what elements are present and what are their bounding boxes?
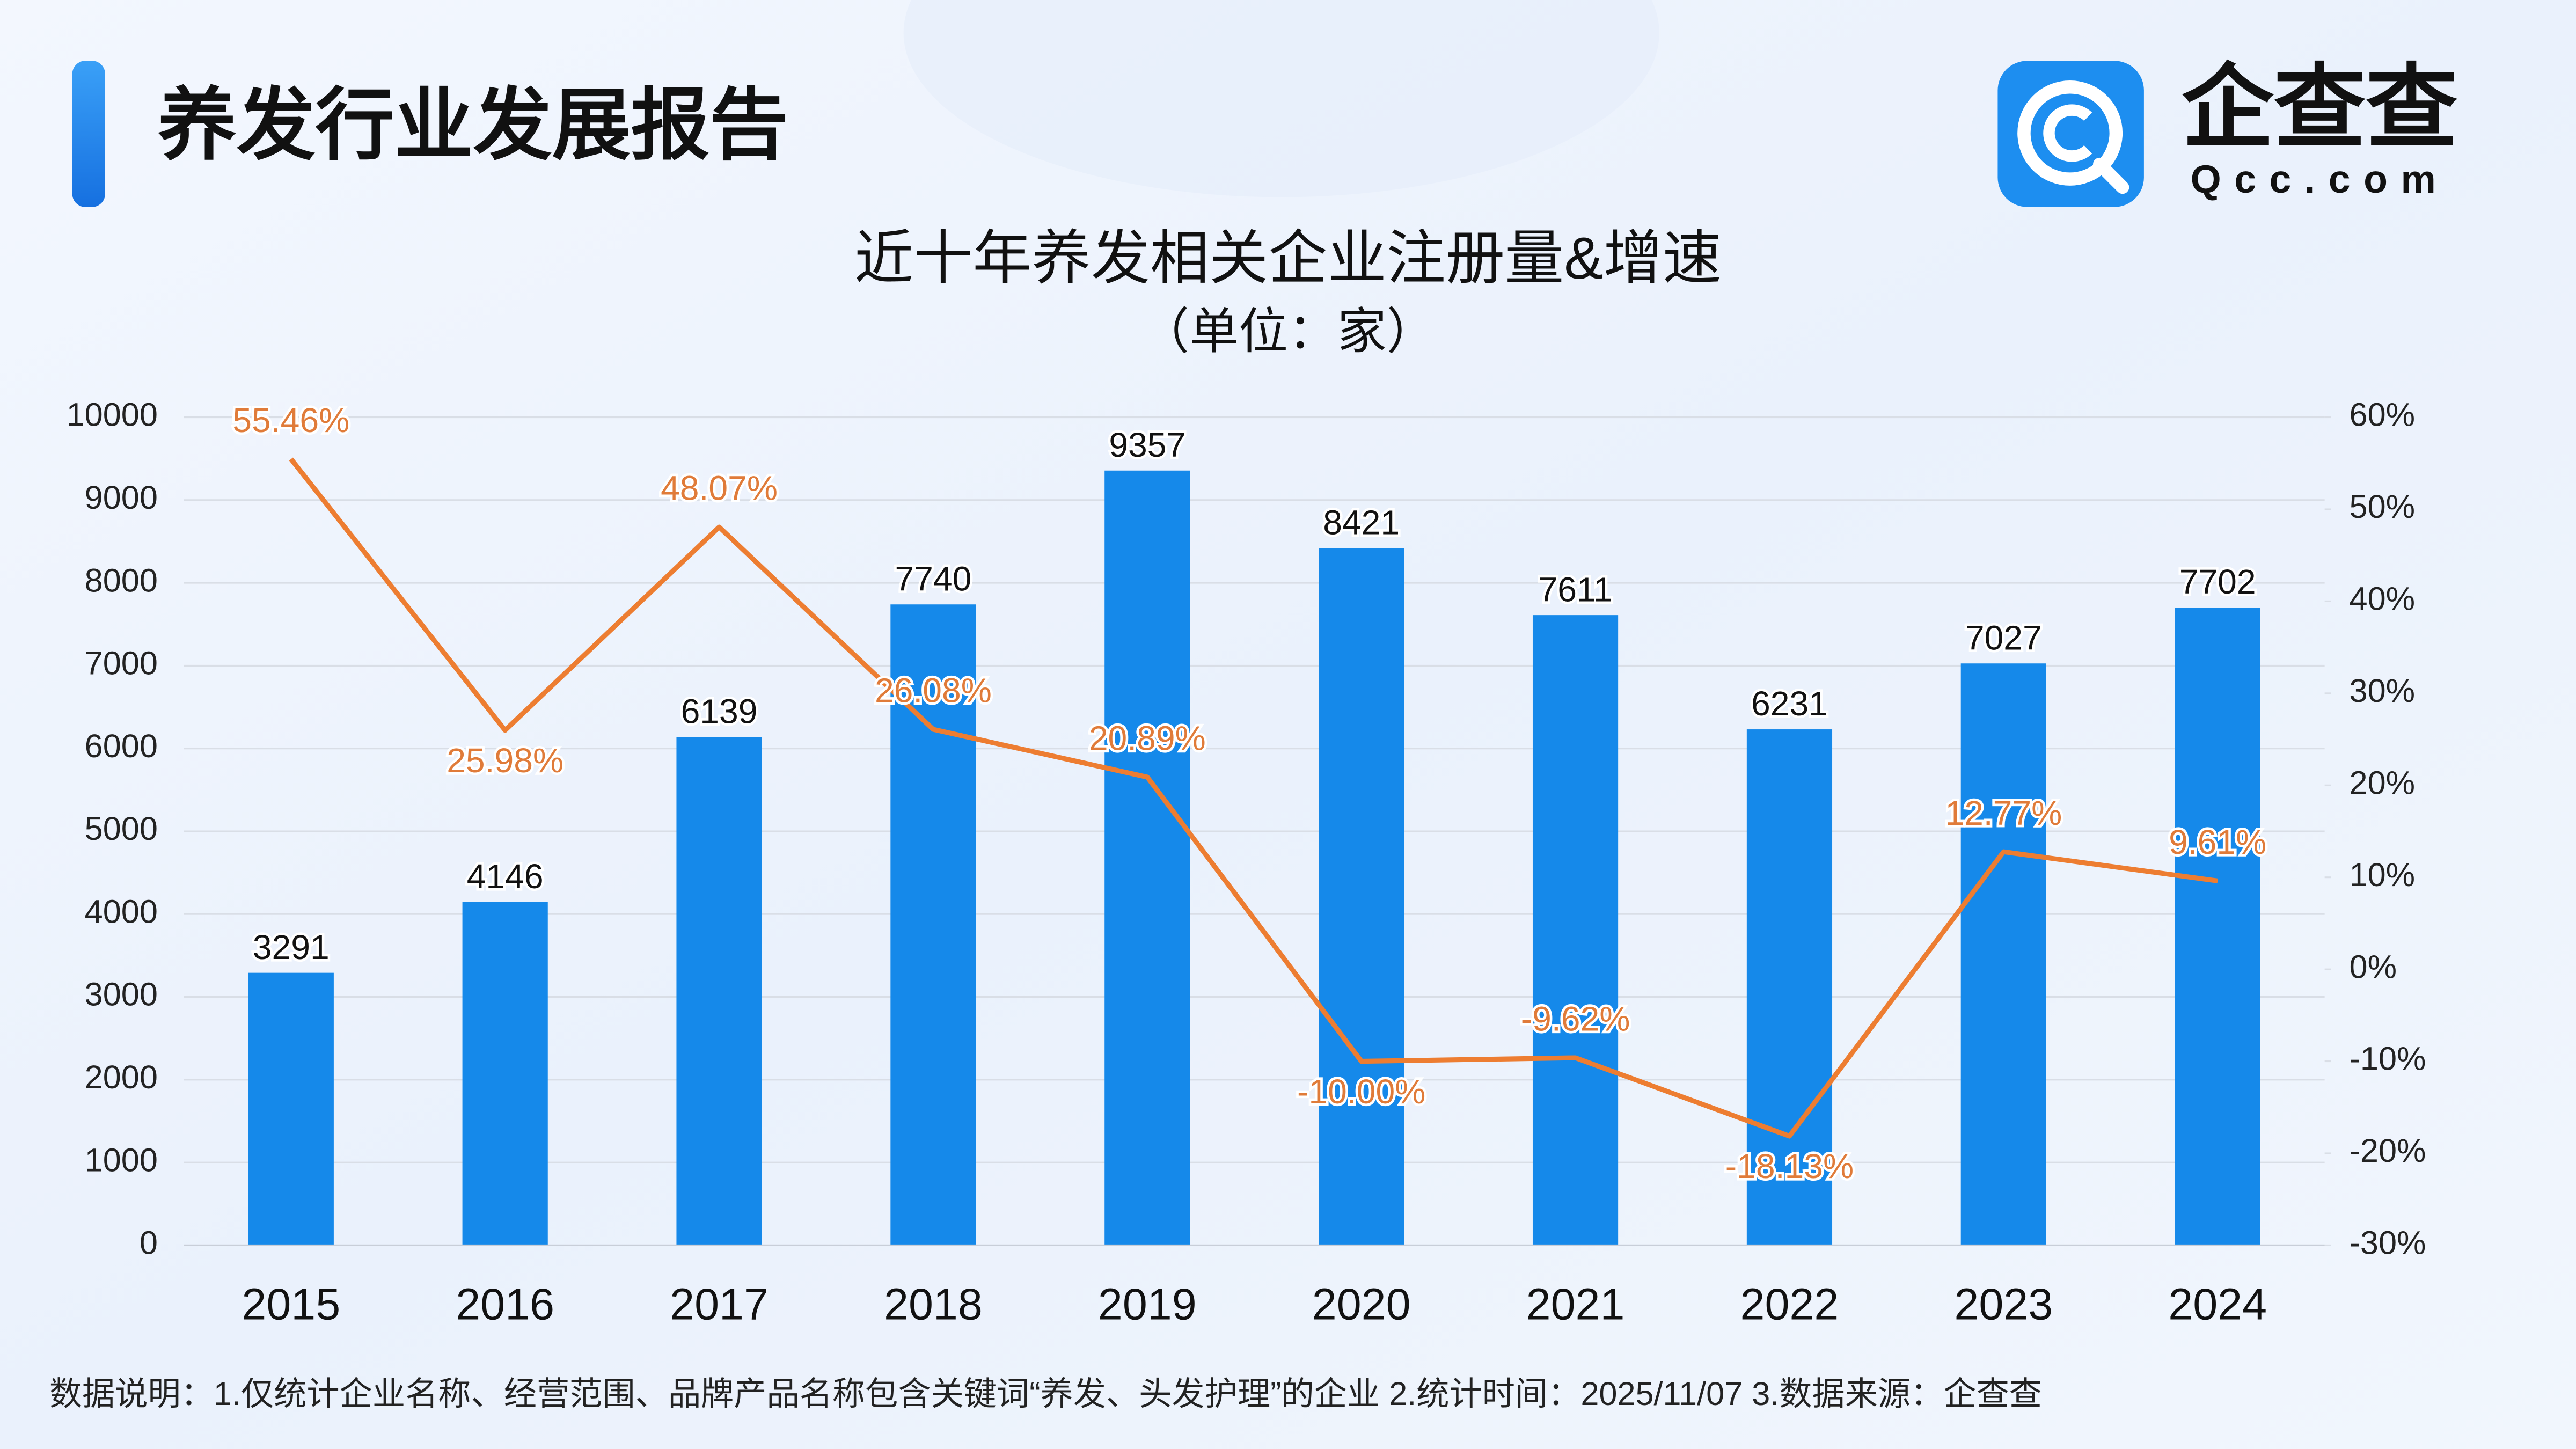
x-tick-label: 2015	[241, 1279, 340, 1329]
background-glow	[903, 0, 1659, 197]
logo-ring	[2017, 80, 2123, 186]
x-tick-label: 2024	[2168, 1279, 2267, 1329]
y2-tick-label: 20%	[2350, 764, 2416, 801]
logo-handle	[2093, 157, 2129, 194]
y2-tick-label: 60%	[2350, 397, 2416, 433]
y-tick-label: 10000	[67, 397, 158, 433]
line-value-label: 55.46%	[232, 401, 349, 440]
bar	[462, 902, 548, 1246]
line-value-label: 20.89%	[1089, 719, 1206, 758]
y-tick-label: 3000	[85, 976, 158, 1013]
x-tick-label: 2019	[1098, 1279, 1197, 1329]
y-tick-label: 9000	[85, 479, 158, 516]
x-tick-label: 2021	[1526, 1279, 1625, 1329]
line-value-label: 12.77%	[1945, 794, 2062, 832]
bar-value-label: 4146	[467, 857, 544, 896]
bar	[890, 604, 976, 1246]
line	[289, 457, 2218, 1139]
page-title: 养发行业发展报告	[158, 82, 788, 170]
y2-tick-label: 30%	[2350, 672, 2416, 709]
y2-tick-label: 0%	[2350, 948, 2397, 985]
footnote: 数据说明：1.仅统计企业名称、经营范围、品牌产品名称包含关键词“养发、头发护理”…	[49, 1375, 2042, 1412]
logo-c	[2043, 104, 2092, 162]
x-tick-label: 2022	[1740, 1279, 1839, 1329]
logo-url: Qcc.com	[2191, 157, 2449, 201]
y-tick-label: 6000	[85, 728, 158, 764]
x-tick-label: 2018	[884, 1279, 983, 1329]
bar	[676, 737, 762, 1246]
bar-value-label: 8421	[1323, 503, 1400, 541]
y2-tick-label: 10%	[2350, 857, 2416, 893]
bar-value-label: 6231	[1751, 684, 1828, 723]
line-value-label: -10.00%	[1297, 1072, 1425, 1111]
line-value-label: 26.08%	[875, 671, 992, 710]
line-value-label: 25.98%	[447, 741, 564, 780]
y-tick-label: 5000	[85, 810, 158, 847]
y2-tick-label: -30%	[2350, 1225, 2426, 1261]
y-tick-label: 7000	[85, 645, 158, 682]
y-tick-label: 0	[140, 1225, 158, 1261]
x-tick-label: 2017	[670, 1279, 769, 1329]
x-tick-label: 2016	[456, 1279, 554, 1329]
bar-value-label: 7611	[1538, 570, 1612, 609]
y-tick-label: 4000	[85, 893, 158, 930]
bar	[1746, 729, 1833, 1246]
bar-value-label: 9357	[1109, 426, 1185, 464]
bar-value-label: 3291	[253, 928, 330, 967]
logo: 企查查 Qcc.com	[1997, 57, 2458, 207]
y2-tick-label: 40%	[2350, 581, 2416, 617]
x-tick-label: 2020	[1312, 1279, 1411, 1329]
bar	[1960, 663, 2046, 1246]
chart-title: 近十年养发相关企业注册量&增速	[854, 225, 1722, 291]
title-accent	[72, 61, 105, 207]
x-tick-label: 2023	[1954, 1279, 2053, 1329]
bar	[1532, 615, 1619, 1246]
bar	[1104, 470, 1190, 1246]
line-value-label: 9.61%	[2169, 823, 2266, 861]
bar	[1319, 548, 1404, 1246]
y2-tick-label: 50%	[2350, 488, 2416, 525]
y-tick-label: 2000	[85, 1059, 158, 1095]
y2-tick-label: -20%	[2350, 1132, 2426, 1169]
bar-value-label: 7027	[1965, 618, 2042, 657]
y-tick-label: 8000	[85, 562, 158, 598]
bar-value-label: 7740	[895, 559, 971, 598]
line-value-label: -18.13%	[1725, 1147, 1854, 1185]
chart-subtitle: （单位：家）	[1140, 304, 1436, 359]
bar	[2175, 608, 2260, 1246]
y-tick-label: 1000	[85, 1141, 158, 1178]
bar	[248, 972, 334, 1246]
line-value-label: 48.07%	[661, 469, 778, 508]
bar-value-label: 6139	[681, 692, 758, 730]
bar-value-label: 7702	[2179, 562, 2256, 601]
y2-tick-label: -10%	[2350, 1041, 2426, 1077]
line-value-label: -9.62%	[1521, 1000, 1630, 1038]
logo-name: 企查查	[2182, 57, 2457, 159]
